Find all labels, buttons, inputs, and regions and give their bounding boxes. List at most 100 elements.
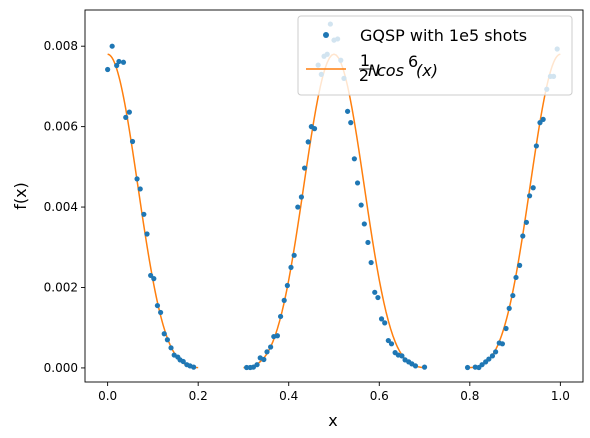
scatter-point [311, 126, 318, 132]
scatter-point [499, 341, 506, 347]
scatter-point [513, 274, 519, 281]
scatter-point [479, 362, 485, 368]
scatter-point [137, 186, 143, 192]
legend-frac-numerator: 1 [360, 51, 370, 70]
scatter-point [530, 185, 536, 191]
scatter-point [277, 313, 284, 320]
scatter-point [105, 66, 111, 73]
scatter-point [129, 138, 136, 145]
y-tick-label: 0.006 [44, 120, 78, 134]
scatter-point [268, 344, 274, 350]
scatter-point [399, 353, 405, 359]
scatter-point [264, 349, 270, 355]
scatter-point [358, 202, 364, 208]
x-axis-label: x [328, 411, 337, 430]
scatter-point [164, 337, 170, 343]
scatter-point [274, 333, 281, 339]
y-tick-label: 0.008 [44, 39, 78, 53]
scatter-point [348, 120, 354, 126]
legend-func-arg: (x) [416, 61, 438, 80]
x-tick-label: 1.0 [551, 389, 570, 403]
scatter-point [126, 109, 132, 115]
scatter-point [291, 252, 297, 258]
y-tick-label: 0.002 [44, 280, 78, 294]
scatter-point [154, 302, 161, 309]
scatter-point [421, 364, 428, 370]
scatter-point [109, 43, 115, 49]
scatter-point [354, 180, 361, 186]
legend-label-function: 1 2 N cos 6 (x) [359, 51, 438, 85]
scatter-point [305, 139, 311, 145]
scatter-point [510, 292, 516, 299]
scatter-point [116, 58, 122, 65]
scatter-point [301, 165, 308, 171]
legend-func-name: cos [377, 61, 404, 80]
scatter-point [114, 62, 120, 69]
scatter-point [141, 211, 147, 217]
scatter-point [493, 349, 499, 355]
scatter-point [382, 320, 388, 326]
scatter-point [526, 193, 533, 199]
scatter-point [520, 233, 526, 239]
scatter-point [123, 114, 129, 120]
y-tick-label: 0.000 [44, 361, 78, 375]
scatter-point [180, 358, 186, 365]
x-tick-label: 0.2 [189, 389, 208, 403]
scatter-point [144, 231, 150, 237]
scatter-point [486, 356, 492, 362]
scatter-point [540, 116, 546, 122]
axes-spines [84, 9, 584, 383]
scatter-point [134, 176, 140, 182]
scatter-point [298, 194, 304, 200]
scatter-point [288, 264, 294, 270]
scatter-point [368, 259, 374, 266]
scatter-point [537, 120, 543, 126]
x-tick-label: 0.6 [370, 389, 389, 403]
x-tick-label: 0.0 [98, 389, 117, 403]
scatter-point [158, 309, 164, 316]
scatter-point [464, 364, 471, 371]
scatter-point [375, 294, 381, 301]
scatter-point [254, 362, 260, 368]
scatter-point [148, 272, 154, 279]
legend: GQSP with 1e5 shots 1 2 N cos 6 (x) [297, 15, 573, 96]
scatter-point [517, 262, 523, 268]
scatter-point [191, 364, 197, 370]
legend-marker-scatter [323, 32, 329, 38]
legend-box [297, 15, 573, 96]
scatter-point [120, 59, 127, 65]
scatter-point [281, 297, 287, 303]
scatter-point [412, 363, 419, 369]
legend-frac-denominator: 2 [359, 66, 369, 85]
legend-frac-denominator-exp: N [368, 61, 380, 80]
legend-func-exp: 6 [408, 52, 418, 71]
scatter-point [168, 345, 174, 351]
x-axis-ticks: 0.0 0.2 0.4 0.6 0.8 1.0 [98, 382, 570, 403]
scatter-point [351, 156, 357, 162]
scatter-point [295, 204, 301, 210]
scatter-point [284, 282, 290, 289]
scatter-point [506, 305, 512, 311]
scatter-point [361, 221, 367, 227]
axes-frame [84, 9, 584, 383]
x-tick-label: 0.8 [460, 389, 479, 403]
scatter-point [533, 143, 539, 149]
scatter-point [244, 364, 250, 371]
y-tick-label: 0.004 [44, 200, 78, 214]
scatter-point [385, 337, 391, 344]
y-axis-ticks: 0.000 0.002 0.004 0.006 0.008 [44, 39, 85, 375]
scatter-point [151, 276, 157, 282]
scatter-point [344, 108, 351, 114]
scatter-point [261, 356, 267, 363]
scatter-point [503, 325, 509, 332]
scatter-point [372, 289, 378, 295]
y-axis-label: f(x) [11, 182, 30, 210]
x-tick-label: 0.4 [279, 389, 298, 403]
scatter-point [489, 353, 496, 359]
scatter-point [161, 331, 167, 337]
scatter-point [378, 316, 385, 322]
scatter-point [388, 341, 395, 347]
legend-label-scatter: GQSP with 1e5 shots [360, 26, 527, 45]
scatter-point [523, 219, 530, 225]
